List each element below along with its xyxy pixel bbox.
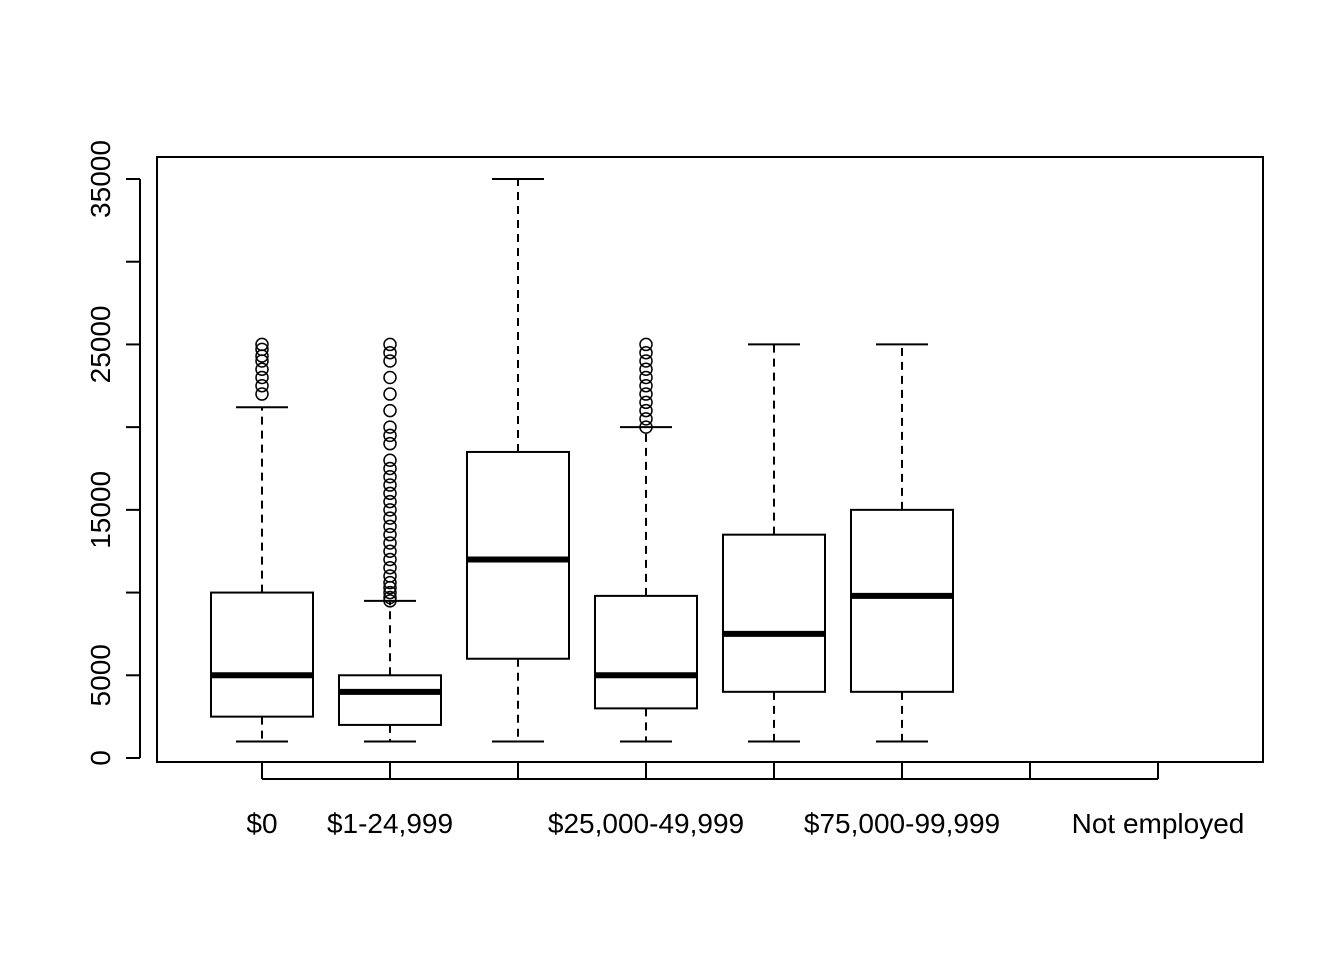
box-1 — [338, 337, 442, 743]
box-3 — [594, 337, 698, 743]
outlier-point — [383, 420, 397, 434]
outlier-point — [383, 503, 397, 517]
x-tick-label: Not employed — [1072, 808, 1245, 839]
x-tick-label: $1-24,999 — [327, 808, 453, 839]
box-4 — [722, 343, 826, 743]
y-tick-label: 0 — [85, 750, 116, 766]
outlier-point — [383, 453, 397, 467]
outlier-point — [639, 337, 653, 352]
outlier-point — [383, 590, 397, 605]
iqr-box — [338, 674, 442, 726]
iqr-box — [466, 450, 570, 660]
outlier-point — [383, 428, 397, 443]
outlier-point — [639, 412, 653, 426]
y-axis: 0 5000 15000 25000 35000 — [85, 140, 141, 766]
outlier-point — [383, 536, 397, 550]
iqr-box — [210, 591, 314, 718]
outlier-point — [383, 354, 397, 368]
iqr-box — [722, 533, 826, 693]
outlier-point — [383, 486, 397, 501]
outlier-point — [639, 387, 653, 401]
outlier-point — [639, 362, 653, 376]
outlier-point — [639, 354, 653, 368]
iqr-box — [850, 508, 954, 693]
outlier-point — [255, 379, 269, 393]
outlier-point — [639, 420, 653, 434]
y-tick-label: 25000 — [85, 305, 116, 383]
outlier-point — [383, 561, 397, 575]
outlier-point — [639, 379, 653, 393]
outlier-point — [383, 470, 397, 484]
x-tick-label: $25,000-49,999 — [548, 808, 744, 839]
outlier-point — [383, 527, 397, 542]
outlier-point — [383, 569, 397, 583]
outlier-point — [255, 370, 269, 385]
outlier-point — [255, 362, 269, 376]
outlier-point — [383, 594, 397, 608]
outlier-point — [383, 370, 397, 385]
outlier-point — [383, 337, 397, 352]
box-0 — [210, 337, 314, 743]
outlier-point — [639, 403, 653, 418]
box-5 — [850, 343, 954, 743]
outlier-point — [639, 370, 653, 385]
outlier-point — [255, 337, 269, 352]
y-tick-label: 35000 — [85, 140, 116, 218]
outlier-point — [383, 552, 397, 567]
x-tick-label: $0 — [246, 808, 277, 839]
outlier-point — [383, 494, 397, 509]
outlier-point — [383, 511, 397, 525]
outlier-point — [383, 461, 397, 476]
outlier-point — [383, 575, 397, 590]
plot-frame — [156, 156, 1264, 763]
y-tick-label: 15000 — [85, 471, 116, 549]
x-tick-label: $75,000-99,999 — [804, 808, 1000, 839]
outlier-point — [383, 585, 397, 600]
iqr-box — [594, 594, 698, 710]
y-tick-label: 5000 — [85, 644, 116, 706]
outlier-point — [383, 345, 397, 360]
outlier-point — [639, 345, 653, 360]
outlier-point — [639, 395, 653, 410]
outlier-point — [383, 544, 397, 558]
outlier-point — [383, 387, 397, 401]
outlier-point — [383, 519, 397, 534]
outlier-point — [383, 478, 397, 492]
outlier-point — [383, 403, 397, 418]
x-axis: $0 $1-24,999 $25,000-49,999 $75,000-99,999 N… — [246, 762, 1244, 839]
outlier-point — [383, 436, 397, 451]
outlier-point — [255, 387, 269, 401]
box-series — [210, 178, 954, 743]
outlier-point — [255, 342, 269, 357]
box-2 — [466, 178, 570, 743]
